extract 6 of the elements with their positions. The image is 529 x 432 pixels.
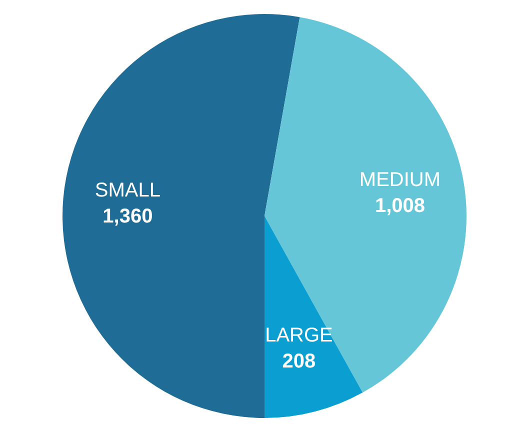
slice-label: MEDIUM <box>359 168 441 191</box>
slice-label: LARGE <box>265 324 333 346</box>
data-label: 208 <box>282 350 316 372</box>
data-label: 1,008 <box>374 194 426 217</box>
slice-label: SMALL <box>94 179 160 202</box>
data-label: 1,360 <box>102 205 153 228</box>
